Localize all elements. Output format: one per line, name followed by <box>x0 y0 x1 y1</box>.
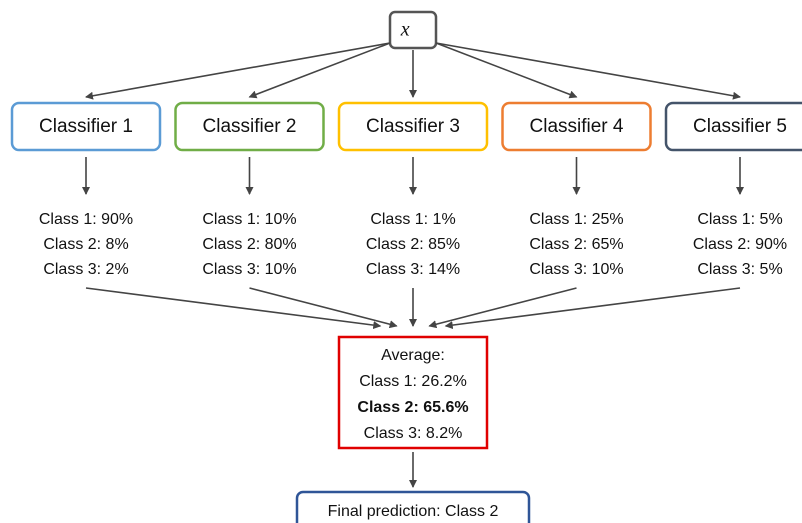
class-output: Class 2: 85% <box>366 236 460 253</box>
average-title: Average: <box>381 347 445 364</box>
class-output: Class 3: 5% <box>697 261 782 278</box>
arrow <box>249 287 398 329</box>
classifier-name: Classifier 1 <box>39 116 133 137</box>
arrow <box>248 42 391 99</box>
class-output: Class 1: 5% <box>697 211 782 228</box>
final-label: Final prediction: Class 2 <box>328 503 499 520</box>
class-output: Class 1: 90% <box>39 211 133 228</box>
class-output: Class 3: 2% <box>43 261 128 278</box>
arrow <box>435 42 578 99</box>
class-output: Class 1: 1% <box>370 211 455 228</box>
input-box <box>388 10 438 50</box>
arrow <box>435 42 741 100</box>
arrow <box>85 287 382 330</box>
classifier-name: Classifier 5 <box>693 116 787 137</box>
classifier-box <box>174 101 325 152</box>
final-box <box>295 490 531 523</box>
classifier-box <box>337 101 489 152</box>
class-output: Class 3: 14% <box>366 261 460 278</box>
class-output: Class 1: 10% <box>202 211 296 228</box>
classifier-box <box>501 101 652 152</box>
average-box <box>337 335 489 450</box>
arrow <box>85 42 391 100</box>
class-output: Class 2: 90% <box>693 236 787 253</box>
class-output: Class 3: 10% <box>529 261 623 278</box>
classifier-name: Classifier 2 <box>203 116 297 137</box>
classifier-name: Classifier 3 <box>366 116 460 137</box>
classifier-name: Classifier 4 <box>530 116 624 137</box>
arrow <box>444 287 741 330</box>
average-line: Class 3: 8.2% <box>364 425 463 442</box>
average-line: Class 2: 65.6% <box>357 399 468 416</box>
class-output: Class 2: 80% <box>202 236 296 253</box>
arrow <box>428 287 577 329</box>
class-output: Class 2: 8% <box>43 236 128 253</box>
average-line: Class 1: 26.2% <box>359 373 467 390</box>
class-output: Class 3: 10% <box>202 261 296 278</box>
classifier-box <box>10 101 162 152</box>
classifier-box <box>664 101 802 152</box>
input-label: x⃗ <box>400 19 425 41</box>
class-output: Class 2: 65% <box>529 236 623 253</box>
class-output: Class 1: 25% <box>529 211 623 228</box>
